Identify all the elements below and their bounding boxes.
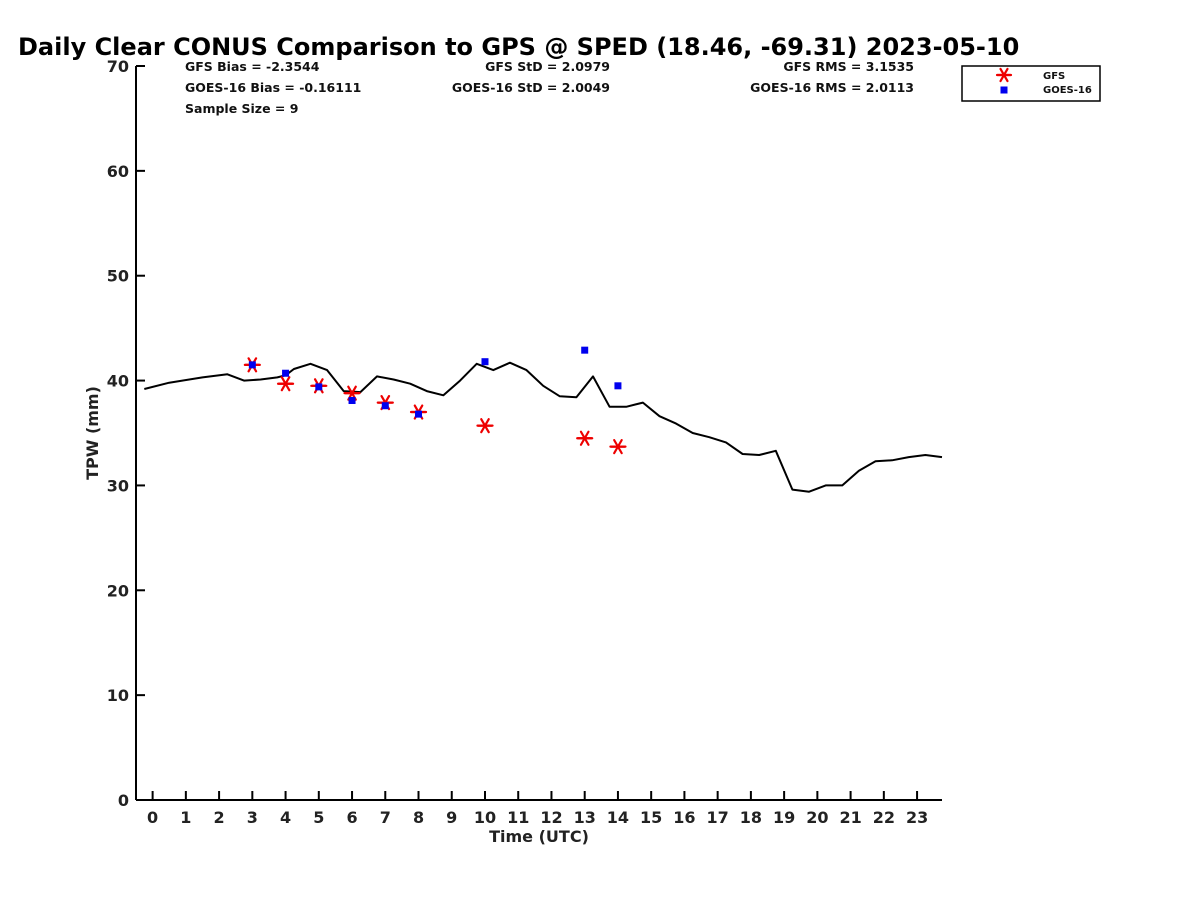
goes16-point <box>614 382 622 390</box>
y-tick-label: 70 <box>107 57 129 76</box>
gfs-std-stat: GFS StD = 2.0979 <box>485 59 610 74</box>
x-tick-label: 13 <box>574 808 596 827</box>
y-tick-label: 60 <box>107 162 129 181</box>
x-tick-label: 19 <box>773 808 795 827</box>
legend-gfs-asterisk <box>995 67 1013 83</box>
goes-std-stat: GOES-16 StD = 2.0049 <box>452 80 610 95</box>
marker-layer <box>243 346 627 455</box>
x-tick-label: 14 <box>607 808 629 827</box>
gfs-bias-stat: GFS Bias = -2.3544 <box>185 59 320 74</box>
x-tick-label: 4 <box>280 808 291 827</box>
x-tick-label: 22 <box>873 808 895 827</box>
gfs-rms-stat: GFS RMS = 3.1535 <box>783 59 914 74</box>
legend: GFS GOES-16 <box>961 65 1101 102</box>
chart-title: Daily Clear CONUS Comparison to GPS @ SP… <box>18 33 1019 61</box>
legend-box <box>961 65 1101 102</box>
y-tick-label: 50 <box>107 267 129 286</box>
x-tick-label: 10 <box>474 808 496 827</box>
x-tick-label: 9 <box>446 808 457 827</box>
legend-goes-marker <box>1000 86 1008 94</box>
x-tick-label: 0 <box>147 808 158 827</box>
gfs-point <box>276 376 295 392</box>
sample-size-stat: Sample Size = 9 <box>185 101 298 116</box>
x-tick-label: 2 <box>214 808 225 827</box>
legend-goes-label: GOES-16 <box>1043 85 1092 96</box>
x-tick-label: 1 <box>180 808 191 827</box>
goes16-point <box>315 383 323 391</box>
x-tick-label: 18 <box>740 808 762 827</box>
gps-line-layer <box>144 361 943 493</box>
y-tick-label: 0 <box>118 791 129 810</box>
goes16-point <box>481 358 489 366</box>
x-tick-label: 21 <box>839 808 861 827</box>
goes16-point <box>381 402 389 410</box>
legend-goes-square <box>1000 86 1008 94</box>
stats-panel: GFS Bias = -2.3544 GFS StD = 2.0979 GFS … <box>185 59 914 116</box>
x-tick-label: 16 <box>673 808 695 827</box>
goes-rms-stat: GOES-16 RMS = 2.0113 <box>750 80 914 95</box>
gps-tpw-line <box>144 361 943 493</box>
x-tick-label: 3 <box>247 808 258 827</box>
goes16-point <box>415 410 423 418</box>
legend-gfs-marker <box>995 67 1013 83</box>
goes16-point <box>581 346 589 354</box>
y-tick-label: 30 <box>107 476 129 495</box>
x-tick-label: 17 <box>707 808 729 827</box>
goes16-point <box>282 369 290 377</box>
goes-bias-stat: GOES-16 Bias = -0.16111 <box>185 80 361 95</box>
gfs-point <box>609 439 627 455</box>
goes16-point <box>348 396 356 404</box>
legend-gfs-label: GFS <box>1043 71 1065 82</box>
x-tick-label: 6 <box>346 808 357 827</box>
y-tick-label: 40 <box>107 372 129 391</box>
x-tick-label: 11 <box>507 808 529 827</box>
y-tick-label: 20 <box>107 581 129 600</box>
x-tick-label: 5 <box>313 808 324 827</box>
gfs-point <box>476 418 494 434</box>
y-tick-label: 10 <box>107 686 129 705</box>
x-tick-label: 7 <box>380 808 391 827</box>
x-axis-label: Time (UTC) <box>489 827 589 846</box>
gfs-point <box>576 430 594 446</box>
x-tick-label: 8 <box>413 808 424 827</box>
x-tick-label: 12 <box>540 808 562 827</box>
y-axis-label: TPW (mm) <box>83 386 102 480</box>
x-tick-label: 15 <box>640 808 662 827</box>
goes16-point <box>248 361 256 369</box>
x-tick-label: 20 <box>806 808 828 827</box>
x-tick-label: 23 <box>906 808 928 827</box>
